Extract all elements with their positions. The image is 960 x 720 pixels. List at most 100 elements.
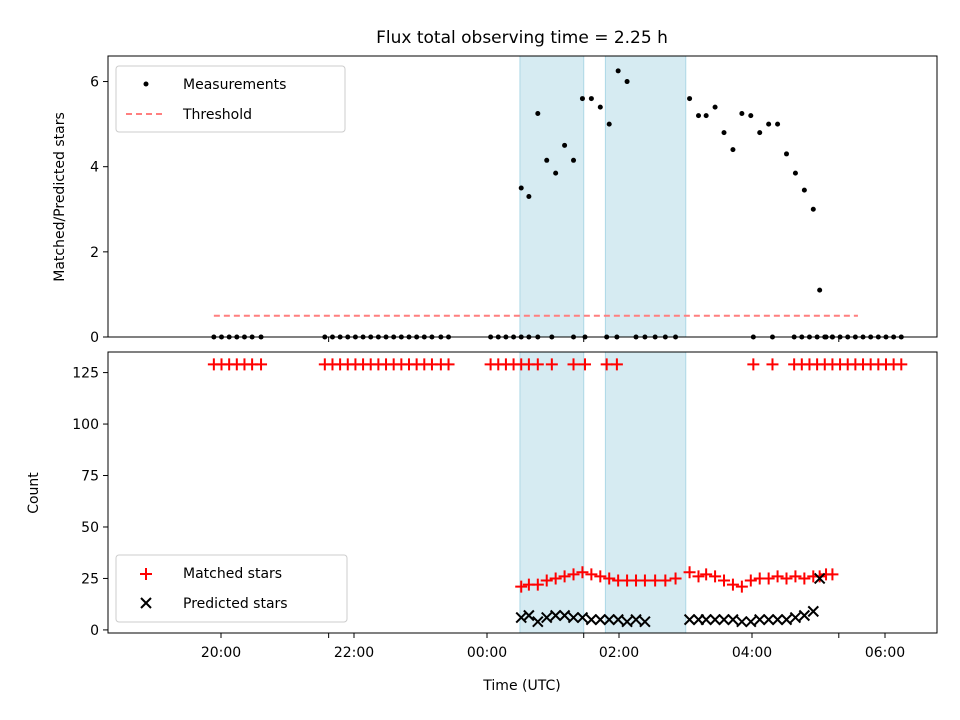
matched-star-point <box>638 574 651 587</box>
predicted-star-point <box>541 611 553 624</box>
matched-star-point <box>600 358 613 371</box>
bottom-axes: 0 25 50 75 100 125 20:00 22:00 00:00 02:00 04:00 0… <box>26 351 938 694</box>
measurement-points <box>211 68 904 340</box>
matched-star-point <box>558 570 571 583</box>
bottom-observing-intervals <box>519 351 687 634</box>
matched-star-point <box>531 578 544 591</box>
y-tick-label: 125 <box>72 366 99 382</box>
measurement-point <box>721 130 727 136</box>
y-tick-label: 25 <box>81 571 99 587</box>
measurements-legend-marker <box>143 81 149 87</box>
measurement-point <box>801 187 807 193</box>
observing-interval <box>604 351 687 634</box>
bottom-x-ticks: 20:00 22:00 00:00 02:00 04:00 06:00 <box>201 633 905 661</box>
measurement-point <box>757 130 763 136</box>
matched-star-point <box>735 580 748 593</box>
predicted-star-point <box>727 613 739 626</box>
matched-star-point <box>545 358 558 371</box>
predicted-star-point <box>807 605 819 618</box>
measurement-point <box>817 287 823 293</box>
matched-star-point <box>726 578 739 591</box>
measurement-point <box>518 185 524 191</box>
predicted-star-point <box>700 613 712 626</box>
y-tick-label: 6 <box>90 75 99 91</box>
measurement-point <box>544 157 550 163</box>
predicted-star-point <box>718 613 730 626</box>
y-tick-label: 0 <box>90 330 99 346</box>
y-tick-label: 75 <box>81 469 99 485</box>
predicted-star-point <box>771 613 784 626</box>
matched-star-point <box>747 358 760 371</box>
measurement-point <box>588 96 594 102</box>
measurement-point <box>775 121 781 127</box>
y-tick-label: 0 <box>90 623 99 639</box>
matched-star-point <box>594 570 607 583</box>
predicted-star-point <box>594 613 607 626</box>
matched-star-point <box>700 568 713 581</box>
predicted-star-point <box>585 613 598 626</box>
measurement-point <box>739 110 745 116</box>
top-axes-frame <box>107 55 938 338</box>
matched-star-point <box>762 572 775 585</box>
chart-title: Flux total observing time = 2.25 h <box>376 28 668 48</box>
measurement-point <box>792 170 798 176</box>
predicted-star-point <box>603 613 615 626</box>
measurement-point <box>615 68 621 74</box>
measurement-point <box>579 96 585 102</box>
matched-star-point <box>895 358 908 371</box>
x-tick-label: 04:00 <box>732 645 772 661</box>
predicted-star-point <box>567 611 580 624</box>
matched-star-point <box>585 568 598 581</box>
y-tick-label: 2 <box>90 245 99 261</box>
measurement-point <box>712 104 718 110</box>
matched-star-point <box>255 358 268 371</box>
matched-star-point <box>669 572 682 585</box>
top-y-ticks: 0 2 4 6 <box>90 75 108 346</box>
matched-star-point <box>789 570 802 583</box>
matched-star-point <box>540 574 553 587</box>
predicted-star-point <box>709 613 721 626</box>
top-legend: Measurements Threshold <box>115 65 346 133</box>
bottom-legend-box <box>115 554 348 623</box>
matched-star-point <box>515 580 528 593</box>
measurement-point <box>526 194 532 199</box>
x-tick-label: 00:00 <box>467 645 507 661</box>
bottom-legend: Matched stars Predicted stars <box>115 554 348 623</box>
measurement-point <box>687 96 693 102</box>
matched-star-point <box>813 570 826 583</box>
predicted-star-point <box>754 613 766 626</box>
predicted-star-point <box>736 615 748 628</box>
measurement-point <box>624 79 630 85</box>
predicted-stars-legend-marker <box>140 597 152 609</box>
matched-star-point <box>567 358 580 371</box>
matched-star-point <box>567 568 580 581</box>
matched-star-point <box>649 574 662 587</box>
measurement-point <box>766 121 772 127</box>
predicted-star-point <box>612 613 624 626</box>
measurement-point <box>696 113 702 119</box>
matched-star-point <box>766 358 779 371</box>
measurement-point <box>730 147 736 153</box>
top-x-ticks <box>328 337 840 342</box>
bottom-axes-frame <box>107 351 938 634</box>
observing-interval <box>519 351 585 634</box>
matched-star-point <box>826 568 839 581</box>
x-tick-label: 02:00 <box>599 645 639 661</box>
top-legend-box <box>115 65 346 133</box>
y-tick-label: 50 <box>81 520 99 536</box>
matched-star-point <box>771 570 784 583</box>
measurement-point <box>535 110 541 116</box>
matched-star-point <box>578 358 591 371</box>
predicted-star-point <box>576 611 589 624</box>
predicted-star-point <box>630 613 642 626</box>
matched-star-point <box>531 358 544 371</box>
predicted-star-point <box>532 615 544 628</box>
matched-star-point <box>744 574 757 587</box>
x-tick-label: 06:00 <box>865 645 905 661</box>
matched-star-point <box>659 574 672 587</box>
predicted-star-point <box>745 615 757 628</box>
x-axis-label: Time (UTC) <box>482 678 560 694</box>
matched-star-point <box>718 574 731 587</box>
matched-star-point <box>709 570 722 583</box>
